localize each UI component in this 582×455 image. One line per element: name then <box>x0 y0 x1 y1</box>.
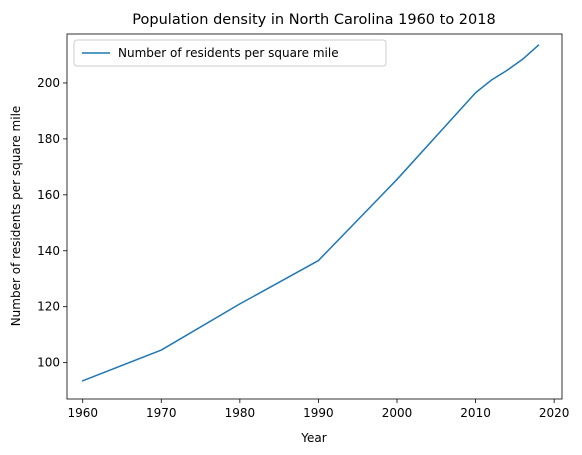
y-tick-label: 100 <box>37 356 60 370</box>
y-tick-label: 200 <box>37 76 60 90</box>
chart-title: Population density in North Carolina 196… <box>132 12 495 28</box>
x-tick-label: 1970 <box>146 406 177 420</box>
y-tick-label: 160 <box>37 188 60 202</box>
legend: Number of residents per square mile <box>73 39 387 67</box>
x-tick-label: 1960 <box>67 406 98 420</box>
y-tick-label: 120 <box>37 300 60 314</box>
x-tick-label: 1980 <box>225 406 256 420</box>
y-axis-label: Number of residents per square mile <box>9 106 23 327</box>
y-axis-ticks: 100 120 140 160 180 200 <box>37 76 67 370</box>
x-tick-label: 1990 <box>303 406 334 420</box>
series-line <box>81 44 540 382</box>
x-tick-label: 2020 <box>539 406 570 420</box>
plot-frame <box>66 33 563 400</box>
y-tick-label: 140 <box>37 244 60 258</box>
legend-label: Number of residents per square mile <box>118 46 339 60</box>
x-tick-label: 2010 <box>460 406 491 420</box>
x-axis-label: Year <box>300 431 326 445</box>
x-axis-ticks: 1960 1970 1980 1990 2000 2010 2020 <box>67 399 569 420</box>
y-tick-label: 180 <box>37 132 60 146</box>
legend-box <box>73 39 387 67</box>
series-layer <box>81 44 540 382</box>
x-tick-label: 2000 <box>382 406 413 420</box>
